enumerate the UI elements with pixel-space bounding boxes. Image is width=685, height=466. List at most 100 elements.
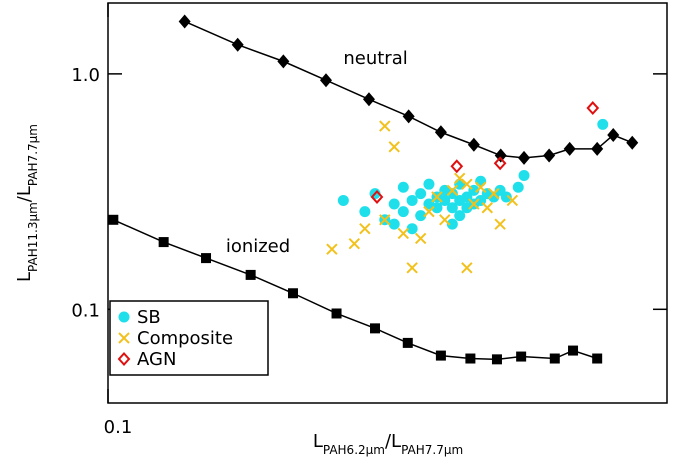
diamond-marker — [402, 109, 415, 124]
cross-marker — [474, 181, 487, 193]
cross-stroke — [454, 172, 466, 185]
diamond-marker — [518, 150, 531, 165]
circle-marker — [118, 311, 130, 323]
cross-marker — [326, 243, 338, 255]
cross-stroke — [481, 202, 494, 214]
y-tick-label: 1.0 — [71, 65, 100, 86]
x-axis-label-part: L — [313, 431, 323, 452]
cross-stroke — [488, 187, 500, 200]
square-marker — [402, 337, 413, 348]
annotation: neutral — [343, 48, 407, 69]
circle-marker — [431, 202, 443, 214]
y-axis-label-sub: PAH11.3μm — [26, 202, 40, 272]
circle-marker — [475, 175, 487, 187]
x-axis-label-sub: PAH6.2μm — [323, 443, 385, 457]
cross-stroke — [348, 237, 361, 250]
cross-marker — [488, 187, 500, 200]
square-marker — [158, 237, 169, 248]
cross-marker — [431, 191, 443, 203]
diamond-marker — [607, 128, 620, 143]
cross-marker — [118, 332, 130, 344]
legend-label: Composite — [137, 328, 233, 349]
diamond-marker — [319, 73, 332, 88]
cross-marker — [406, 262, 418, 274]
square-marker — [370, 323, 381, 334]
cross-stroke — [359, 222, 371, 235]
diamond-marker — [467, 137, 480, 152]
cross-marker — [388, 141, 400, 153]
diamond-marker — [231, 37, 244, 52]
cross-marker — [468, 198, 480, 210]
cross-marker — [348, 237, 361, 250]
cross-stroke — [118, 332, 130, 344]
diamond-marker — [626, 135, 639, 150]
square-marker — [287, 288, 298, 299]
cross-marker — [461, 262, 473, 274]
circle-marker — [500, 191, 512, 203]
square-marker — [592, 353, 603, 364]
cross-marker — [439, 214, 451, 226]
circle-marker — [446, 218, 458, 230]
circle-marker — [406, 223, 418, 235]
cross-stroke — [423, 205, 435, 218]
circle-marker — [446, 202, 458, 214]
legend-item: AGN — [117, 349, 176, 370]
cross-stroke — [397, 227, 410, 240]
diamond-marker — [591, 141, 604, 156]
circle-marker — [454, 210, 466, 222]
cross-marker — [446, 184, 459, 197]
circle-marker — [388, 218, 400, 230]
diamond-open-marker — [450, 159, 464, 174]
y-tick-label: 0.1 — [71, 300, 100, 321]
circle-marker — [423, 178, 435, 190]
circle-marker — [439, 194, 451, 206]
square-marker — [201, 253, 212, 264]
square-marker — [108, 214, 119, 225]
y-axis-label-part: L — [14, 272, 35, 282]
cross-marker — [454, 172, 466, 185]
circle-marker — [446, 188, 458, 200]
circle-marker — [397, 206, 409, 218]
circle-marker — [512, 181, 524, 193]
x-tick-label: 0.1 — [104, 417, 133, 438]
square-marker — [331, 308, 342, 319]
cross-stroke — [439, 214, 451, 226]
circle-marker — [337, 194, 349, 206]
diamond-open-marker — [493, 156, 507, 171]
model-line — [184, 20, 633, 159]
cross-marker — [359, 222, 371, 235]
diamond-marker — [277, 54, 290, 69]
cross-stroke — [474, 181, 487, 193]
y-axis-label-part: /L — [14, 186, 35, 202]
legend-label: AGN — [137, 349, 176, 370]
cross-marker — [397, 227, 410, 240]
legend-box — [109, 300, 269, 376]
legend-item: SB — [118, 307, 161, 328]
cross-marker — [414, 232, 427, 245]
diamond-marker — [362, 92, 375, 107]
square-marker — [491, 354, 502, 365]
y-axis-label: LPAH11.3μm/LPAH7.7μm — [14, 124, 40, 282]
cross-stroke — [414, 232, 427, 245]
legend-label: SB — [137, 307, 161, 328]
cross-marker — [506, 194, 519, 207]
x-axis-label-part: /L — [385, 431, 401, 452]
circle-marker — [597, 118, 609, 130]
diamond-marker — [178, 14, 191, 29]
cross-stroke — [326, 243, 338, 255]
cross-stroke — [468, 198, 480, 210]
cross-stroke — [506, 194, 519, 207]
cross-stroke — [431, 191, 443, 203]
plot-frame — [107, 2, 668, 404]
circle-marker — [415, 188, 427, 200]
circle-marker — [415, 210, 427, 222]
cross-stroke — [406, 262, 418, 274]
cross-marker — [379, 120, 391, 132]
square-marker — [435, 350, 446, 361]
diamond-marker — [543, 148, 556, 163]
annotation: ionized — [226, 236, 290, 257]
cross-stroke — [494, 218, 506, 230]
cross-stroke — [388, 141, 400, 153]
square-marker — [516, 351, 527, 362]
